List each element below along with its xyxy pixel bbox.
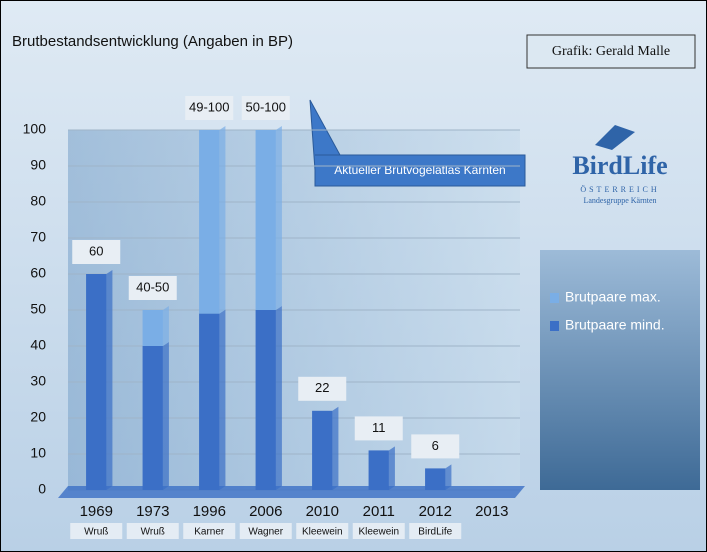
bar-side — [106, 270, 112, 490]
bar-side — [276, 126, 282, 310]
x-tick-label: 2010 — [306, 503, 339, 520]
y-tick-label: 60 — [30, 265, 46, 281]
value-label: 49-100 — [189, 99, 229, 114]
y-tick-label: 40 — [30, 337, 46, 353]
bar-side — [219, 126, 225, 314]
bar — [143, 310, 163, 346]
value-label: 22 — [315, 380, 329, 395]
y-tick-label: 80 — [30, 193, 46, 209]
y-tick-label: 20 — [30, 409, 46, 425]
y-tick-label: 90 — [30, 157, 46, 173]
callout-text: Aktueller Brutvogelatlas Kärnten — [334, 163, 505, 177]
bar-side — [219, 310, 225, 490]
legend-swatch — [550, 293, 559, 303]
y-tick-label: 30 — [30, 373, 46, 389]
source-label: BirdLife — [418, 527, 452, 538]
bar — [256, 310, 276, 490]
legend-panel — [540, 250, 700, 490]
value-label: 50-100 — [246, 99, 286, 114]
chart: Brutbestandsentwicklung (Angaben in BP) … — [0, 0, 707, 552]
x-tick-label: 2013 — [475, 503, 508, 520]
legend-label: Brutpaare max. — [565, 289, 661, 305]
source-label: Kleewein — [358, 527, 399, 538]
bar-side — [163, 342, 169, 490]
credit: Grafik: Gerald Malle — [552, 44, 670, 59]
bar — [256, 130, 276, 310]
source-label: Wruß — [141, 527, 165, 538]
floor — [58, 486, 525, 498]
bar — [312, 411, 332, 490]
source-label: Kleewein — [302, 527, 343, 538]
y-tick-label: 100 — [23, 121, 47, 137]
value-label: 40-50 — [136, 279, 169, 294]
bar-side — [332, 407, 338, 490]
legend-swatch — [550, 321, 559, 331]
bar — [199, 130, 219, 314]
bar-side — [163, 306, 169, 346]
value-label: 60 — [89, 243, 103, 258]
logo-name: BirdLife — [572, 151, 667, 180]
x-tick-label: 2006 — [249, 503, 282, 520]
bar — [199, 314, 219, 490]
value-label: 6 — [432, 438, 439, 453]
bar — [143, 346, 163, 490]
chart-title: Brutbestandsentwicklung (Angaben in BP) — [12, 33, 293, 50]
x-tick-label: 2012 — [419, 503, 452, 520]
y-tick-label: 10 — [30, 445, 46, 461]
x-tick-label: 1973 — [136, 503, 169, 520]
value-label: 11 — [372, 420, 386, 435]
bar — [425, 468, 445, 490]
x-tick-label: 1969 — [80, 503, 113, 520]
bar — [86, 274, 106, 490]
logo-country: ÖSTERREICH — [580, 185, 659, 194]
source-label: Wagner — [248, 527, 283, 538]
source-label: Wruß — [84, 527, 108, 538]
bar-side — [445, 464, 451, 490]
legend-label: Brutpaare mind. — [565, 317, 665, 333]
y-tick-label: 70 — [30, 229, 46, 245]
y-tick-label: 50 — [30, 301, 46, 317]
bar-side — [389, 446, 395, 490]
bar — [369, 450, 389, 490]
x-tick-label: 2011 — [363, 503, 395, 520]
source-label: Karner — [194, 527, 225, 538]
y-tick-label: 0 — [38, 481, 46, 497]
bar-side — [276, 306, 282, 490]
logo-group: Landesgruppe Kärnten — [583, 196, 656, 205]
x-tick-label: 1996 — [193, 503, 226, 520]
